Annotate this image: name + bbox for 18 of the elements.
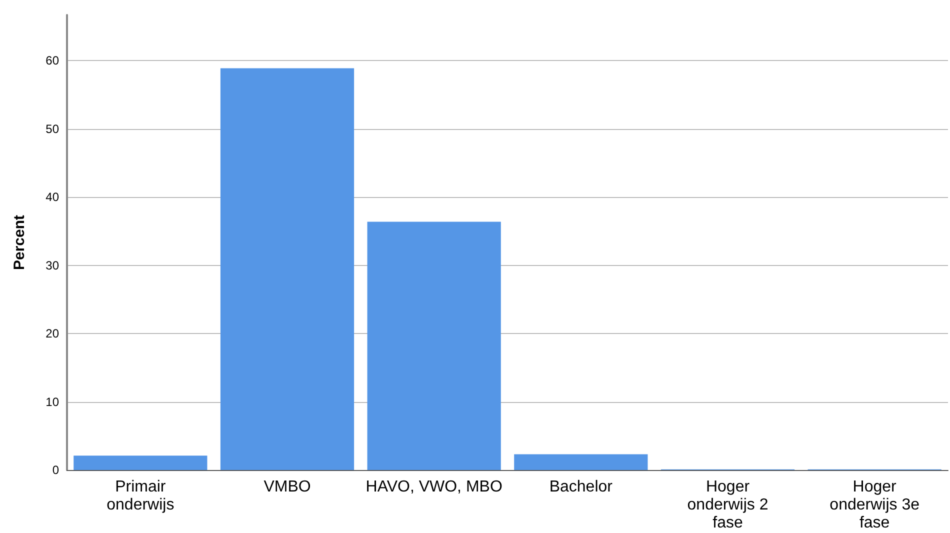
x-tick-label: Hoger onderwijs 3e fase [830,478,920,532]
y-tick-label: 30 [46,258,60,272]
y-tick-label: 20 [46,326,60,341]
y-tick-label: 40 [46,190,60,204]
x-tick-label: HAVO, VWO, MBO [366,478,502,496]
x-tick-label: Bachelor [549,478,614,496]
x-tick-label: VMBO [264,478,311,496]
bar [367,222,501,470]
bar [514,454,648,470]
bar [220,68,354,470]
y-axis-title: Percent [11,214,28,270]
y-tick-label: 60 [46,54,60,68]
y-tick-label: 0 [52,463,60,477]
bar [74,456,208,470]
x-tick-label: Hoger onderwijs 2 fase [687,478,768,532]
x-tick-label: Primair onderwijs [106,478,174,514]
y-tick-label: 50 [46,122,60,136]
y-tick-label: 10 [46,394,60,409]
